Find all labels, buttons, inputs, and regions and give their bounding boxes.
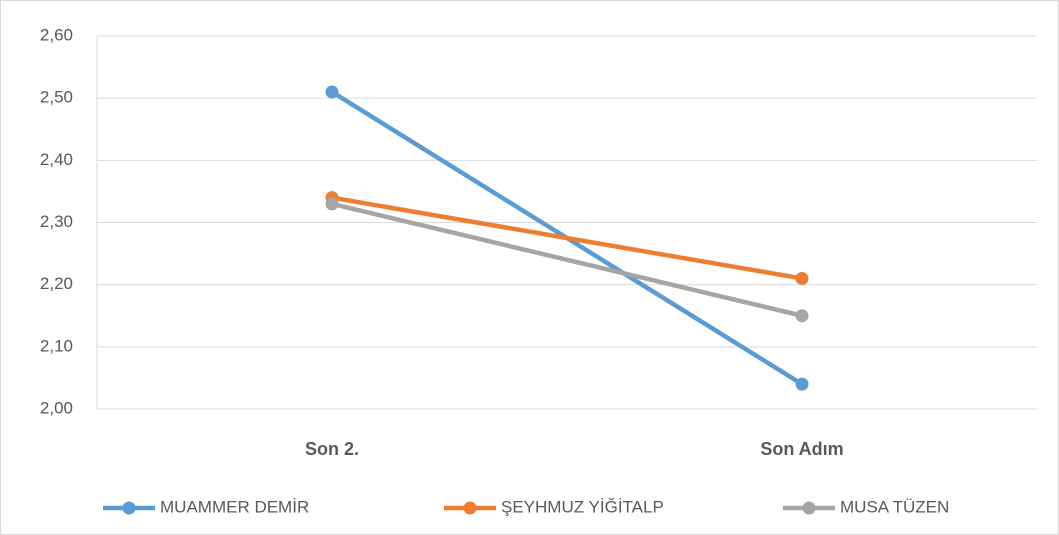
y-tick-label: 2,60 [40,25,73,44]
y-tick-label: 2,00 [40,398,73,417]
legend-marker [463,501,477,515]
point [325,85,339,99]
y-tick-label: 2,50 [40,88,73,107]
y-tick-label: 2,20 [40,274,73,293]
point [795,377,809,391]
series-line [331,195,803,281]
y-tick-label: 2,10 [40,336,73,355]
point [325,197,339,211]
legend-label: MUSA TÜZEN [840,497,949,516]
legend-label: ŞEYHMUZ YİĞİTALP [501,497,664,516]
x-tick-label: Son 2. [305,439,359,459]
legend-marker [122,501,136,515]
point [795,271,809,285]
point [795,309,809,323]
series-line [331,201,803,318]
y-tick-label: 2,30 [40,212,73,231]
y-tick-label: 2,40 [40,150,73,169]
legend-label: MUAMMER DEMİR [160,497,309,516]
legend-marker [802,501,816,515]
x-tick-label: Son Adım [760,439,843,459]
